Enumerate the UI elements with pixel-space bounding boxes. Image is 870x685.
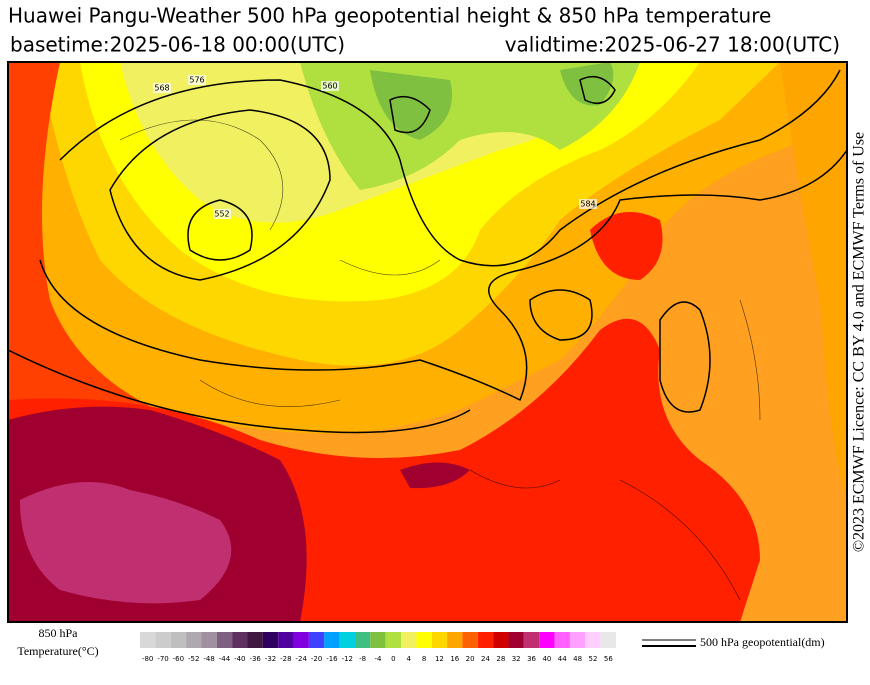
colorbar-tick-label: 48 [573, 655, 582, 663]
colorbar-tick-label: -4 [375, 655, 383, 663]
colorbar-tick-label: -12 [342, 655, 353, 663]
color-swatch [216, 632, 233, 648]
colorbar-tick-label: 20 [466, 655, 475, 663]
color-swatch [585, 632, 601, 648]
colorbar-tick-label: -20 [311, 655, 322, 663]
colorbar-tick-label: 32 [512, 655, 521, 663]
contour-label: 576 [189, 76, 204, 85]
color-swatch [170, 632, 187, 648]
colorbar-tick-label: 4 [406, 655, 411, 663]
color-swatch [493, 632, 509, 648]
color-swatch [600, 632, 616, 648]
color-swatch [232, 632, 248, 648]
contour-legend-label: 500 hPa geopotential(dm) [700, 635, 825, 649]
color-swatch [431, 632, 448, 648]
color-swatch [523, 632, 540, 648]
contour-label: 552 [214, 210, 229, 219]
color-swatch [247, 632, 263, 648]
colorbar-tick-label: -36 [249, 655, 261, 663]
colorbar-tick-label: 40 [542, 655, 551, 663]
contour-label-bg [213, 209, 231, 219]
color-swatch [462, 632, 478, 648]
contour-label: 584 [580, 200, 595, 209]
colorbar-tick-label: -44 [219, 655, 231, 663]
color-swatch [477, 632, 494, 648]
temp-label: Temperature(°C) [17, 644, 98, 658]
color-swatch [416, 632, 432, 648]
color-swatch [262, 632, 279, 648]
contour-label-bg [188, 75, 206, 85]
color-swatch [339, 632, 355, 648]
color-swatch [293, 632, 309, 648]
colorbar-tick-label: 28 [496, 655, 505, 663]
contour-label: 560 [322, 82, 337, 91]
color-swatch [308, 632, 325, 648]
colorbar-tick-label: -80 [142, 655, 153, 663]
color-swatch [554, 632, 570, 648]
colorbar-tick-label: 52 [589, 655, 598, 663]
colorbar-tick-label: 36 [527, 655, 536, 663]
colorbar-tick-label: -48 [203, 655, 214, 663]
colorbar-tick-label: -8 [359, 655, 366, 663]
colorbar-tick-label: 8 [422, 655, 426, 663]
color-swatch [370, 632, 386, 648]
colorbar-tick-label: -52 [188, 655, 199, 663]
color-swatch [155, 632, 171, 648]
color-swatch [278, 632, 294, 648]
map: 552 560 568 576 584 [7, 61, 848, 623]
color-swatch [401, 632, 417, 648]
color-swatch [354, 632, 371, 648]
colorbar-tick-label: -60 [173, 655, 184, 663]
temp-label: 850 hPa [39, 626, 79, 640]
contour-label: 568 [154, 84, 169, 93]
validtime: validtime:2025-06-27 18:00(UTC) [505, 33, 840, 57]
credit: ©2023 ECMWF Licence: CC BY 4.0 and ECMWF… [851, 132, 868, 552]
color-swatch [140, 632, 156, 648]
colorbar-tick-label: 12 [435, 655, 444, 663]
basetime: basetime:2025-06-18 00:00(UTC) [10, 33, 345, 57]
title: Huawei Pangu-Weather 500 hPa geopotentia… [8, 4, 771, 28]
colorbar-tick-label: 16 [450, 655, 459, 663]
color-swatch [385, 632, 402, 648]
contour-label-bg [321, 81, 339, 91]
color-swatch [569, 632, 586, 648]
colorbar-tick-label: -28 [280, 655, 291, 663]
color-swatch [324, 632, 340, 648]
colorbar-tick-label: 24 [481, 655, 490, 663]
color-swatch [201, 632, 217, 648]
colorbar-tick-label: 0 [391, 655, 395, 663]
colorbar-tick-label: -16 [326, 655, 338, 663]
colorbar-tick-label: 56 [604, 655, 613, 663]
colorbar: -80 -70 -60 -52 -48 -44 -40 -36 -32 -28 -24 -20 -16-… [140, 632, 616, 663]
color-swatch [539, 632, 555, 648]
contour-label-bg [153, 83, 171, 93]
colorbar-tick-label: 44 [558, 655, 567, 663]
color-swatch [508, 632, 524, 648]
contour-label-bg [579, 199, 597, 209]
colorbar-tick-label: -24 [296, 655, 308, 663]
colorbar-tick-label: -70 [157, 655, 168, 663]
colorbar-tick-label: -40 [234, 655, 245, 663]
colorbar-tick-label: -32 [265, 655, 276, 663]
color-swatch [447, 632, 463, 648]
color-swatch [186, 632, 202, 648]
